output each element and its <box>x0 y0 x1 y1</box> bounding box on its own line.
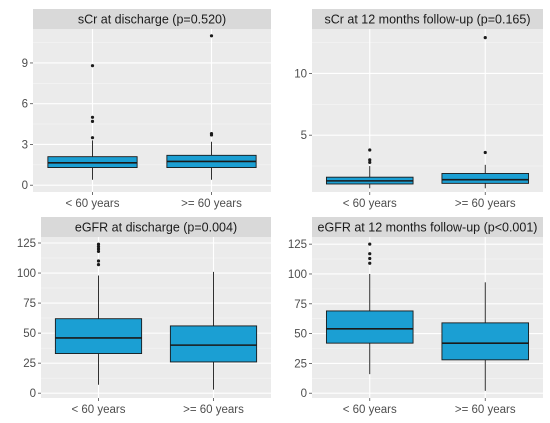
x-tick-label: >= 60 years <box>455 198 516 210</box>
panel-title: sCr at discharge (p=0.520) <box>78 13 226 27</box>
outlier-point <box>209 34 214 38</box>
x-tick-label: < 60 years <box>343 198 397 210</box>
panel-title: eGFR at discharge (p=0.004) <box>75 221 237 235</box>
plot-background <box>41 237 271 398</box>
y-tick-label: 0 <box>301 388 307 400</box>
outlier-point <box>96 245 101 249</box>
y-tick-label: 50 <box>23 328 36 340</box>
outlier-point <box>96 247 101 251</box>
outlier-point <box>368 256 372 261</box>
x-tick-label: < 60 years <box>65 198 119 210</box>
y-tick-label: 100 <box>288 269 307 281</box>
outlier-point <box>96 242 101 246</box>
panel-strip <box>33 9 271 29</box>
y-tick-label: 6 <box>22 99 28 111</box>
chart-panel-4: eGFR at 12 months follow-up (p<0.001) 0 25… <box>288 217 543 416</box>
box-over-60 <box>441 36 530 189</box>
outlier-point <box>90 136 95 140</box>
outlier-point <box>368 158 372 162</box>
chart-panel-1: sCr at discharge (p=0.520) 0 3 6 9 < 60 years… <box>22 9 271 210</box>
panel-strip <box>312 9 543 29</box>
outlier-point <box>368 242 372 246</box>
y-tick-label: 5 <box>301 130 307 142</box>
x-tick-label: >= 60 years <box>183 404 244 416</box>
y-tick-label: 0 <box>22 180 28 192</box>
y-tick-label: 3 <box>22 139 28 151</box>
y-tick-label: 100 <box>17 268 36 280</box>
x-tick-label: < 60 years <box>71 404 125 416</box>
box-over-60 <box>441 282 530 391</box>
outlier-point <box>368 148 372 152</box>
outlier-point <box>368 252 372 256</box>
chart-panel-3: eGFR at discharge (p=0.004) 0 25 50 75 100 125… <box>17 217 271 416</box>
y-tick-label: 25 <box>294 358 307 370</box>
box-body <box>325 310 414 344</box>
y-tick-label: 125 <box>17 238 36 250</box>
outlier-point <box>368 160 372 164</box>
x-tick-label: < 60 years <box>343 404 397 416</box>
y-tick-label: 9 <box>22 58 28 70</box>
x-tick-label: >= 60 years <box>181 198 242 210</box>
box-under-60 <box>47 64 138 180</box>
box-over-60 <box>166 34 257 180</box>
box-body <box>54 318 143 354</box>
outlier-point <box>96 263 101 267</box>
outlier-point <box>209 131 214 136</box>
y-tick-label: 0 <box>30 388 36 400</box>
outlier-point <box>96 249 101 254</box>
outlier-point <box>90 115 95 119</box>
box-under-60 <box>54 242 143 385</box>
panel-title: sCr at 12 months follow-up (p=0.165) <box>324 13 530 27</box>
box-under-60 <box>325 148 414 189</box>
panel-strip <box>41 217 271 237</box>
outlier-point <box>90 119 95 123</box>
y-tick-label: 75 <box>23 298 36 310</box>
y-tick-label: 10 <box>294 68 307 80</box>
x-tick-label: >= 60 years <box>455 404 516 416</box>
outlier-point <box>483 150 487 155</box>
box-body <box>441 322 530 361</box>
box-body <box>441 173 530 184</box>
box-body <box>169 325 258 363</box>
y-tick-label: 25 <box>23 358 36 370</box>
outlier-point <box>483 36 487 40</box>
box-over-60 <box>169 271 258 390</box>
outlier-point <box>96 259 101 263</box>
panel-strip <box>312 217 543 237</box>
y-tick-label: 50 <box>294 329 307 341</box>
y-tick-label: 75 <box>294 299 307 311</box>
chart-panel-2: sCr at 12 months follow-up (p=0.165) 5 10 <… <box>294 9 543 210</box>
y-tick-label: 125 <box>288 239 307 251</box>
box-under-60 <box>325 242 414 375</box>
outlier-point <box>368 261 372 265</box>
plot-background <box>312 29 543 192</box>
outlier-point <box>90 64 95 68</box>
panel-title: eGFR at 12 months follow-up (p<0.001) <box>318 221 538 235</box>
